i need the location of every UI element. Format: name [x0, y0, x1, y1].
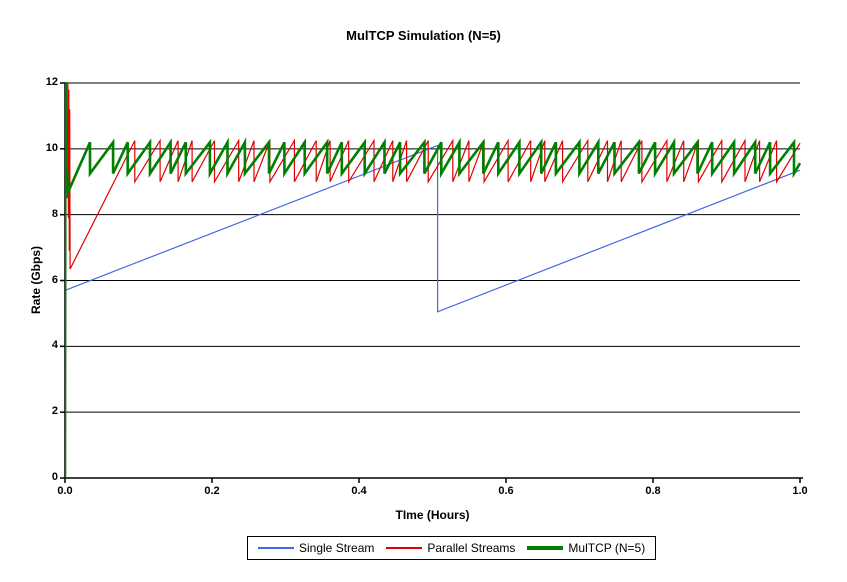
- y-tick-label-6: 6: [51, 274, 58, 286]
- legend: Single Stream Parallel Streams MulTCP (N…: [247, 536, 657, 560]
- y-tick-label-8: 8: [51, 208, 58, 220]
- legend-item-parallel-streams: Parallel Streams: [386, 541, 515, 555]
- legend-item-single-stream: Single Stream: [258, 541, 374, 555]
- legend-label-multcp: MulTCP (N=5): [568, 541, 646, 555]
- legend-item-multcp: MulTCP (N=5): [527, 541, 645, 555]
- y-tick-label-0: 0: [51, 471, 58, 483]
- x-tick-label-0.8: 0.8: [645, 485, 661, 497]
- legend-line-sample-parallel-streams: [386, 547, 423, 549]
- legend-label-single-stream: Single Stream: [299, 541, 375, 555]
- y-tick-label-2: 2: [51, 405, 58, 417]
- x-tick-label-0.6: 0.6: [498, 485, 514, 497]
- chart-title: MulTCP Simulation (N=5): [346, 28, 501, 43]
- x-axis-label: TIme (Hours): [395, 508, 470, 522]
- y-tick-label-4: 4: [51, 339, 58, 351]
- legend-label-parallel-streams: Parallel Streams: [427, 541, 516, 555]
- x-tick-label-1.0: 1.0: [792, 485, 808, 497]
- x-tick-label-0.4: 0.4: [351, 485, 367, 497]
- x-tick-label-0.0: 0.0: [57, 485, 73, 497]
- y-tick-label-12: 12: [45, 76, 58, 88]
- x-tick-label-0.2: 0.2: [204, 485, 220, 497]
- legend-line-sample-multcp: [527, 546, 564, 550]
- y-tick-label-10: 10: [45, 142, 58, 154]
- legend-line-sample-single-stream: [258, 547, 294, 549]
